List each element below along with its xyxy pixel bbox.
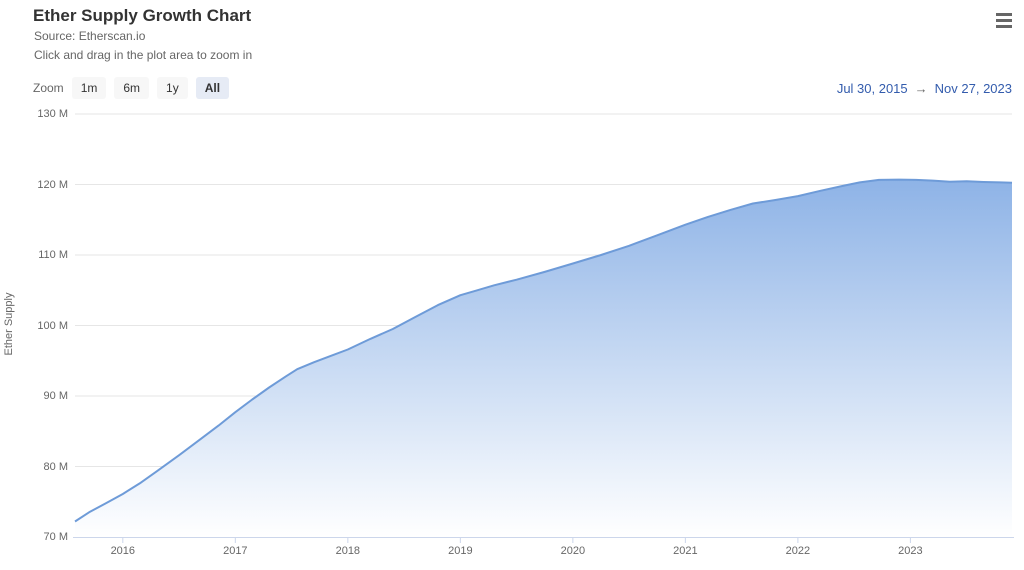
zoom-button-6m[interactable]: 6m: [114, 77, 150, 99]
x-axis-tick-label: 2020: [560, 545, 586, 557]
hamburger-bar: [996, 12, 1012, 16]
y-axis-tick-label: 110 M: [38, 249, 68, 261]
chart-source-subtitle: Source: Etherscan.io: [34, 29, 146, 43]
supply-area-fill: [75, 179, 1012, 537]
y-axis-tick-label: 130 M: [37, 108, 68, 120]
hamburger-menu-icon[interactable]: [992, 10, 1016, 30]
page-title: Ether Supply Growth Chart: [33, 6, 252, 25]
range-start-date[interactable]: Jul 30, 2015: [836, 81, 908, 96]
x-axis-tick-label: 2018: [335, 545, 361, 557]
x-axis-tick-label: 2021: [673, 545, 698, 557]
zoom-button-1m[interactable]: 1m: [71, 77, 107, 99]
chart-hint-subtitle: Click and drag in the plot area to zoom …: [34, 48, 253, 62]
x-axis-tick-label: 2019: [448, 545, 473, 557]
x-axis-tick-label: 2022: [785, 545, 811, 557]
y-axis-tick-label: 100 M: [37, 319, 68, 332]
hamburger-bar: [996, 18, 1012, 22]
x-axis-tick-label: 2017: [223, 545, 248, 557]
zoom-toolbar: Zoom 1m 6m 1y All: [33, 77, 237, 99]
y-axis-tick-label: 120 M: [37, 178, 68, 191]
hamburger-bar: [996, 24, 1012, 28]
zoom-label: Zoom: [33, 81, 64, 95]
date-range-selector: Jul 30, 2015 → Nov 27, 2023: [837, 81, 1012, 96]
y-axis-tick-label: 90 M: [43, 390, 68, 402]
zoom-button-all[interactable]: All: [195, 77, 230, 99]
range-arrow-icon: →: [914, 81, 928, 96]
range-end-date[interactable]: Nov 27, 2023: [934, 81, 1012, 96]
x-axis-tick-label: 2023: [898, 545, 923, 557]
supply-line: [74, 178, 1013, 523]
y-axis-tick-label: 70 M: [43, 531, 68, 543]
y-axis-tick-label: 80 M: [43, 460, 68, 473]
zoom-button-1y[interactable]: 1y: [157, 77, 188, 99]
x-axis-tick-label: 2016: [110, 545, 136, 557]
